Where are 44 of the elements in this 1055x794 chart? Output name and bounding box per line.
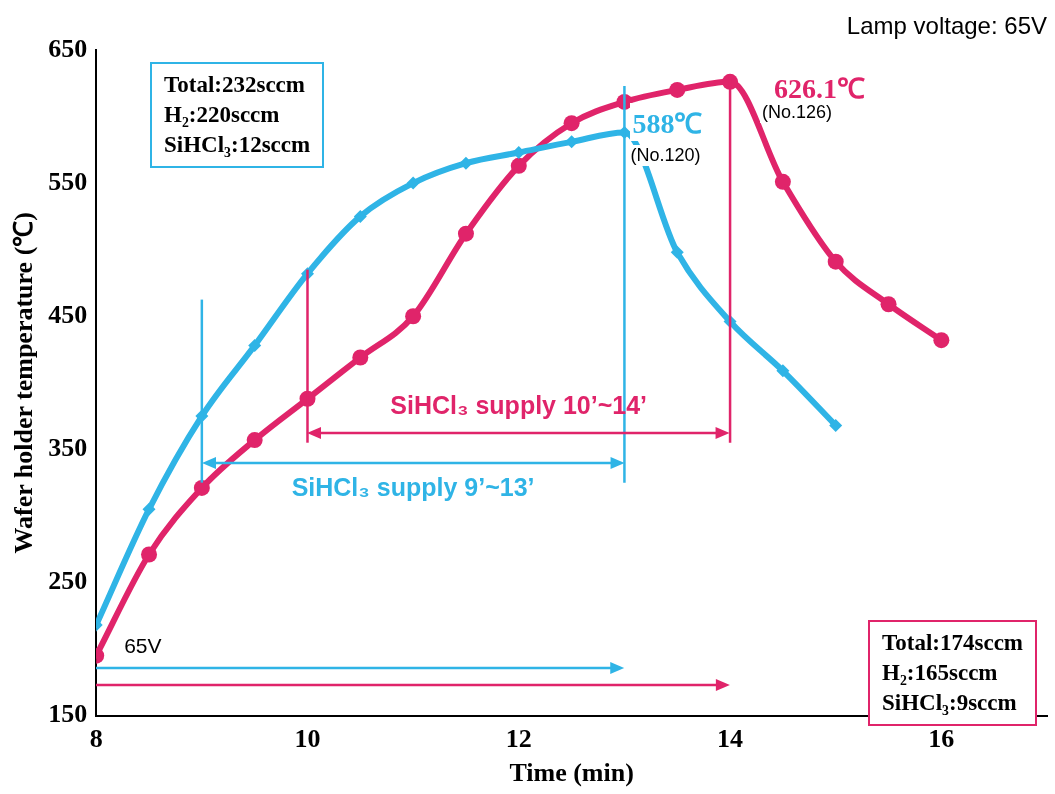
x-tick-label: 14 bbox=[717, 723, 744, 753]
point bbox=[933, 332, 950, 349]
point bbox=[246, 432, 263, 449]
x-tick-label: 10 bbox=[294, 723, 321, 753]
point bbox=[457, 225, 474, 242]
x-axis-title: Time (min) bbox=[509, 758, 634, 788]
annotation: (No.120) bbox=[628, 144, 703, 166]
y-tick-label: 350 bbox=[48, 433, 88, 463]
x-tick-label: 16 bbox=[928, 723, 955, 753]
point bbox=[142, 502, 156, 516]
point bbox=[563, 115, 580, 132]
point bbox=[880, 296, 897, 313]
point bbox=[406, 176, 420, 190]
point bbox=[776, 364, 790, 378]
point bbox=[405, 308, 422, 325]
point bbox=[774, 173, 791, 190]
point bbox=[670, 245, 684, 259]
point bbox=[827, 253, 844, 270]
point bbox=[829, 418, 843, 432]
point bbox=[459, 156, 473, 170]
point bbox=[141, 546, 158, 563]
y-tick-label: 650 bbox=[48, 33, 88, 63]
point bbox=[512, 146, 526, 159]
annotation: SiHCl₃ supply 9’~13’ bbox=[291, 472, 535, 502]
y-tick-label: 550 bbox=[48, 166, 88, 196]
y-tick-label: 250 bbox=[48, 566, 88, 596]
point bbox=[352, 349, 369, 366]
x-tick-label: 12 bbox=[505, 723, 532, 753]
point bbox=[248, 339, 262, 353]
y-tick-label: 150 bbox=[48, 699, 88, 729]
annotation: (No.126) bbox=[760, 101, 835, 123]
point bbox=[510, 157, 527, 174]
annotation: 588℃ bbox=[630, 102, 705, 141]
text: Lamp voltage: 65V bbox=[846, 12, 1047, 40]
y-tick-label: 450 bbox=[48, 299, 88, 329]
point bbox=[353, 209, 367, 223]
annotation: Total:174sccm H₂:165sccm SiHCl₃:9sccm bbox=[868, 620, 1037, 726]
point bbox=[193, 479, 210, 496]
y-axis-title: Wafer holder temperature (℃) bbox=[9, 212, 39, 554]
point bbox=[669, 81, 686, 98]
annotation: 626.1℃ bbox=[772, 67, 868, 106]
annotation: Total:232sccm H₂:220sccm SiHCl₃:12sccm bbox=[150, 62, 325, 168]
x-tick-label: 8 bbox=[89, 723, 103, 753]
annotation: 65V bbox=[124, 633, 162, 658]
